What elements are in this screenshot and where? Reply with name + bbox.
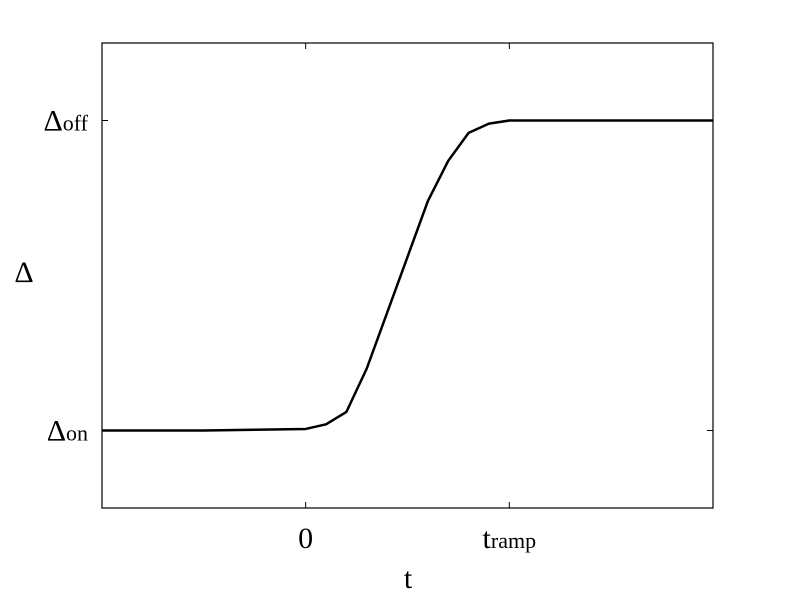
line xyxy=(102,119,713,432)
x-tick-label: 0 xyxy=(298,522,313,555)
y-axis-label: Δ xyxy=(14,256,33,289)
x-tick-label: tramp xyxy=(483,522,537,555)
y-tick-label: Δon xyxy=(47,415,88,448)
x-axis-label: t xyxy=(404,562,413,595)
x-tick-label-main: t xyxy=(483,522,492,555)
y-tick-label-main: Δ xyxy=(43,105,62,138)
plot-frame xyxy=(101,42,714,509)
x-tick-label-sub: ramp xyxy=(491,528,536,553)
y-tick-label-sub: on xyxy=(66,421,88,446)
y-tick-label-main: Δ xyxy=(47,415,66,448)
y-tick-label-sub: off xyxy=(63,111,89,136)
y-tick-label: Δoff xyxy=(43,105,88,138)
